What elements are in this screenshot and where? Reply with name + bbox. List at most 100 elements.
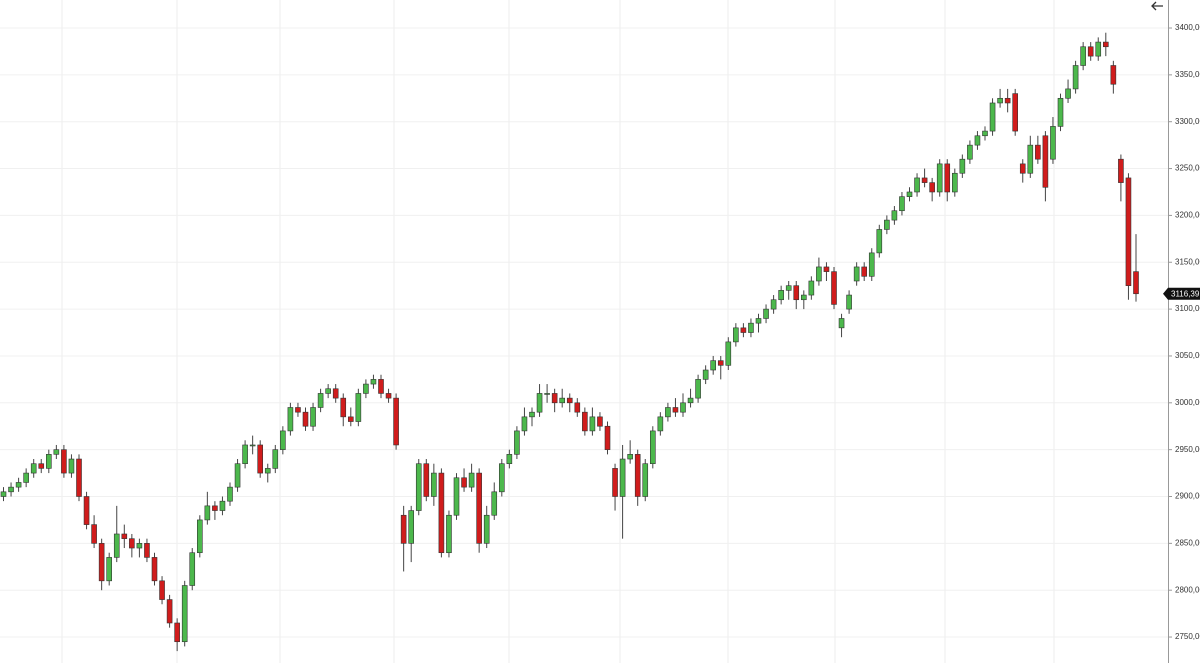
candle-body <box>982 130 988 137</box>
y-tick-label: 3250,00 <box>1175 164 1200 173</box>
candle-body <box>393 397 399 446</box>
candle-body <box>83 496 90 525</box>
candle-body <box>710 360 717 371</box>
candle-body <box>868 252 875 277</box>
candle-body <box>800 294 807 301</box>
candle-body <box>227 486 233 502</box>
candle-body <box>370 379 377 385</box>
candle-body <box>212 505 218 511</box>
candle-body <box>242 444 248 465</box>
candle-body <box>634 454 641 497</box>
candle-body <box>468 472 475 488</box>
y-tick-label: 3050,00 <box>1175 351 1200 360</box>
candle-body <box>38 463 45 469</box>
candle-body <box>989 102 996 132</box>
candle-body <box>951 172 958 193</box>
candle-body <box>53 449 60 455</box>
candle-body <box>899 196 905 212</box>
y-tick-label: 2850,00 <box>1175 538 1200 547</box>
back-arrow-icon[interactable] <box>1151 1 1163 11</box>
candle-body <box>884 219 890 230</box>
candle-body <box>400 514 407 544</box>
candle-body <box>310 407 316 427</box>
candle-body <box>234 463 241 488</box>
candle-body <box>438 472 445 554</box>
candle-body <box>763 308 769 319</box>
candle-body <box>1133 271 1139 295</box>
candle-body <box>861 266 868 277</box>
candle-body <box>680 402 686 413</box>
candle-body <box>702 369 709 380</box>
candle-body <box>589 416 596 432</box>
candle-body <box>1072 65 1079 90</box>
candle-body <box>642 463 649 497</box>
candle-body <box>740 327 747 333</box>
y-tick-label: 2750,00 <box>1175 632 1200 641</box>
y-tick-label: 3200,00 <box>1175 211 1200 220</box>
candle-body <box>23 472 29 483</box>
candle-body <box>1095 41 1102 57</box>
candle-body <box>302 411 309 427</box>
candle-body <box>514 430 520 455</box>
y-tick-label: 2950,00 <box>1175 445 1200 454</box>
candle-body <box>121 533 128 539</box>
candle-body <box>921 177 928 183</box>
candle-body <box>408 510 415 544</box>
y-tick-label: 2800,00 <box>1175 585 1200 594</box>
candle-body <box>974 135 981 146</box>
candle-body <box>30 463 37 474</box>
candle-body <box>45 454 52 469</box>
y-tick-label: 3150,00 <box>1175 257 1200 266</box>
candle-body <box>166 599 173 624</box>
candle-body <box>385 393 392 399</box>
candle-body <box>853 266 860 282</box>
candle-body <box>672 407 679 413</box>
candle-body <box>831 271 837 305</box>
candle-body <box>1042 135 1049 188</box>
candle-body <box>506 454 513 465</box>
candle-body <box>657 416 664 432</box>
candle-body <box>529 411 535 418</box>
candle-body <box>332 388 339 399</box>
candle-body <box>144 543 150 558</box>
candle-body <box>1057 97 1064 127</box>
candle-body <box>498 463 505 493</box>
y-tick-label: 3400,00 <box>1175 23 1200 32</box>
candle-body <box>347 416 354 422</box>
y-tick-label: 3350,00 <box>1175 70 1200 79</box>
candle-body <box>249 444 256 447</box>
candle-body <box>906 191 913 197</box>
candle-body <box>76 458 82 497</box>
candle-body <box>793 285 800 301</box>
candle-body <box>748 322 754 333</box>
candle-body <box>755 318 762 324</box>
candle-body <box>604 425 611 450</box>
candle-body <box>846 294 852 310</box>
candle-body <box>1019 163 1026 174</box>
candle-body <box>665 407 671 418</box>
candle-body <box>1004 97 1011 104</box>
candle-body <box>959 158 966 174</box>
y-tick-label: 3000,00 <box>1175 398 1200 407</box>
candle-body <box>929 182 935 193</box>
candle-body <box>627 454 633 460</box>
candle-body <box>15 482 22 488</box>
candle-body <box>1125 177 1132 286</box>
time-grid <box>61 0 1055 663</box>
candle-body <box>181 585 188 643</box>
last-price-box <box>1168 287 1200 300</box>
candle-body <box>1012 93 1019 132</box>
candle-body <box>8 486 14 493</box>
candle-body <box>219 500 226 511</box>
candle-body <box>717 360 724 366</box>
candle-body <box>891 210 898 221</box>
candle-body <box>1027 144 1034 174</box>
y-tick-label: 2900,00 <box>1175 492 1200 501</box>
candle-body <box>582 411 588 432</box>
candle-body <box>483 514 490 544</box>
candle-body <box>136 543 143 549</box>
candle-body <box>733 327 739 343</box>
candle-body <box>272 449 279 469</box>
candle-body <box>559 397 566 404</box>
